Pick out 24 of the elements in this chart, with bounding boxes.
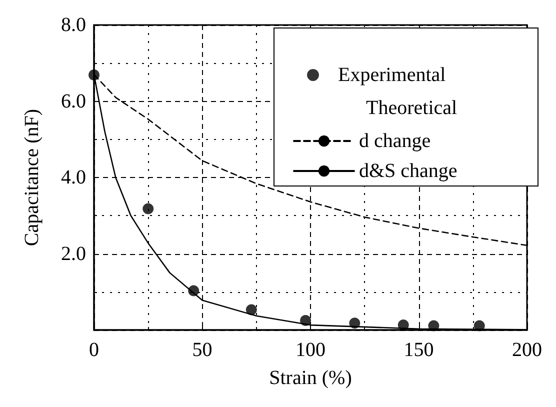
- point: [428, 320, 440, 332]
- y-tick-label: 6.0: [61, 90, 86, 112]
- legend-label: d&S change: [359, 160, 458, 182]
- point: [349, 318, 360, 329]
- x-tick-label: 50: [192, 339, 212, 361]
- legend-label: d change: [359, 130, 431, 152]
- x-tick-label: 0: [89, 339, 99, 361]
- x-tick-label: 150: [404, 339, 434, 361]
- point: [398, 320, 409, 331]
- point: [88, 69, 100, 80]
- legend-title: Theoretical: [366, 97, 458, 119]
- y-axis-title: Capacitance (nF): [21, 108, 43, 246]
- y-tick-label: 8.0: [61, 14, 86, 36]
- point: [474, 320, 485, 332]
- point: [188, 285, 200, 296]
- point: [142, 203, 154, 214]
- y-tick-label: 4.0: [61, 166, 86, 188]
- legend-label: Experimental: [338, 64, 446, 86]
- x-tick-label: 100: [296, 339, 326, 361]
- x-tick-label: 200: [512, 339, 542, 361]
- x-axis-title: Strain (%): [269, 367, 352, 389]
- point: [246, 304, 257, 316]
- y-tick-label: 2.0: [61, 242, 86, 265]
- point: [300, 314, 312, 326]
